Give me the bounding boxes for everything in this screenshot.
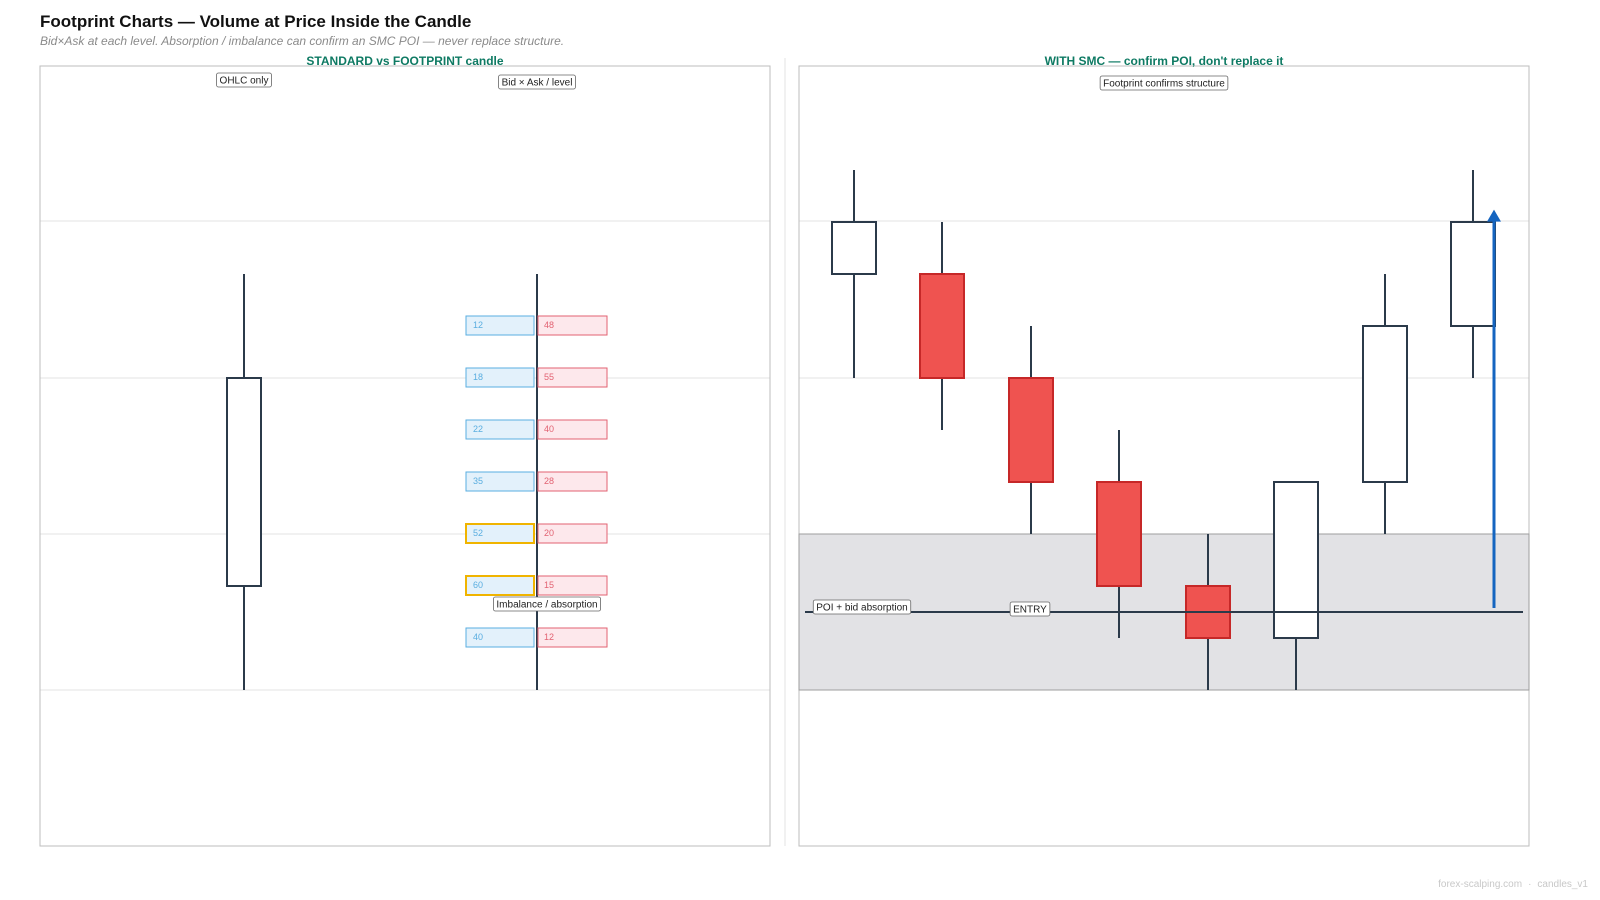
page-title: Footprint Charts — Volume at Price Insid… — [40, 12, 472, 31]
footprint-ask-value: 12 — [544, 632, 554, 642]
footprint-ask-cell — [537, 315, 608, 336]
smc-candle-body — [1450, 221, 1496, 327]
footprint-bid-cell — [465, 627, 535, 648]
entry-label-box — [1009, 601, 1051, 617]
imbalance-annotation-text: Imbalance / absorption — [496, 600, 597, 611]
ohlc-only-label-box — [216, 72, 272, 88]
right-panel-marks: POI + bid absorption ENTRY Footprint confi… — [798, 75, 1530, 691]
footprint-ask-value: 20 — [544, 528, 554, 538]
smc-candle-body — [1008, 377, 1054, 483]
left-panel-marks: OHLC only Bid × Ask / level 12 48 18 55 22 40 35… — [216, 72, 608, 690]
footprint-ask-value: 55 — [544, 372, 554, 382]
smc-candle-body — [831, 221, 877, 275]
smc-candle-body — [1362, 325, 1408, 483]
footprint-ask-value: 40 — [544, 424, 554, 434]
bid-ask-label-box — [498, 74, 576, 90]
smc-candle-body — [919, 273, 965, 379]
footprint-ask-value: 48 — [544, 320, 554, 330]
target-arrow-head — [1487, 209, 1501, 222]
standard-candle-body — [226, 377, 262, 587]
footprint-ask-value: 15 — [544, 580, 554, 590]
poi-label-box — [812, 599, 912, 615]
footprint-bid-cell — [465, 471, 535, 492]
footprint-ask-value: 28 — [544, 476, 554, 486]
panel-with-smc: WITH SMC — confirm POI, don't replace it… — [798, 54, 1530, 847]
smc-candle-body — [1273, 481, 1319, 639]
bid-ask-label-text: Bid × Ask / level — [502, 78, 573, 89]
footer-separator: · — [1528, 879, 1532, 890]
left-panel-frame — [39, 65, 771, 847]
smc-candle-body — [1096, 481, 1142, 587]
footprint-confirms-label-text: Footprint confirms structure — [1103, 79, 1225, 90]
footprint-ask-cell — [537, 575, 608, 596]
footprint-ask-cell — [537, 367, 608, 388]
footprint-bid-value: 35 — [473, 476, 483, 486]
footprint-bid-value: 22 — [473, 424, 483, 434]
panel-standard-vs-footprint: STANDARD vs FOOTPRINT candle OHLC only Bi… — [39, 54, 771, 847]
footer-tag: candles_v1 — [1537, 879, 1588, 890]
imbalance-annotation-box — [493, 596, 601, 612]
footprint-bid-cell — [465, 419, 535, 440]
footprint-confirms-label-box — [1099, 75, 1229, 91]
left-panel-grid — [40, 220, 770, 691]
entry-label-text: ENTRY — [1013, 605, 1047, 616]
footprint-ask-cell — [537, 419, 608, 440]
left-panel-title: STANDARD vs FOOTPRINT candle — [306, 54, 503, 68]
right-panel-title: WITH SMC — confirm POI, don't replace it — [1045, 54, 1284, 68]
footprint-bid-cell — [465, 367, 535, 388]
footprint-bid-value: 60 — [473, 580, 483, 590]
footprint-ask-cell — [537, 523, 608, 544]
poi-label-text: POI + bid absorption — [816, 603, 907, 614]
footprint-bid-value: 12 — [473, 320, 483, 330]
footer-credit: forex-scalping.com · candles_v1 — [1438, 879, 1588, 890]
page-subtitle: Bid×Ask at each level. Absorption / imba… — [40, 34, 565, 48]
footprint-bid-value: 52 — [473, 528, 483, 538]
footprint-ask-cell — [537, 627, 608, 648]
right-panel-frame — [798, 65, 1530, 847]
footprint-bid-cell — [465, 523, 535, 544]
footprint-bid-value: 40 — [473, 632, 483, 642]
footer-site: forex-scalping.com — [1438, 879, 1523, 890]
footprint-bid-value: 18 — [473, 372, 483, 382]
footprint-bid-cell — [465, 315, 535, 336]
footprint-ask-cell — [537, 471, 608, 492]
ohlc-only-label-text: OHLC only — [220, 76, 269, 87]
footprint-bid-cell — [465, 575, 535, 596]
